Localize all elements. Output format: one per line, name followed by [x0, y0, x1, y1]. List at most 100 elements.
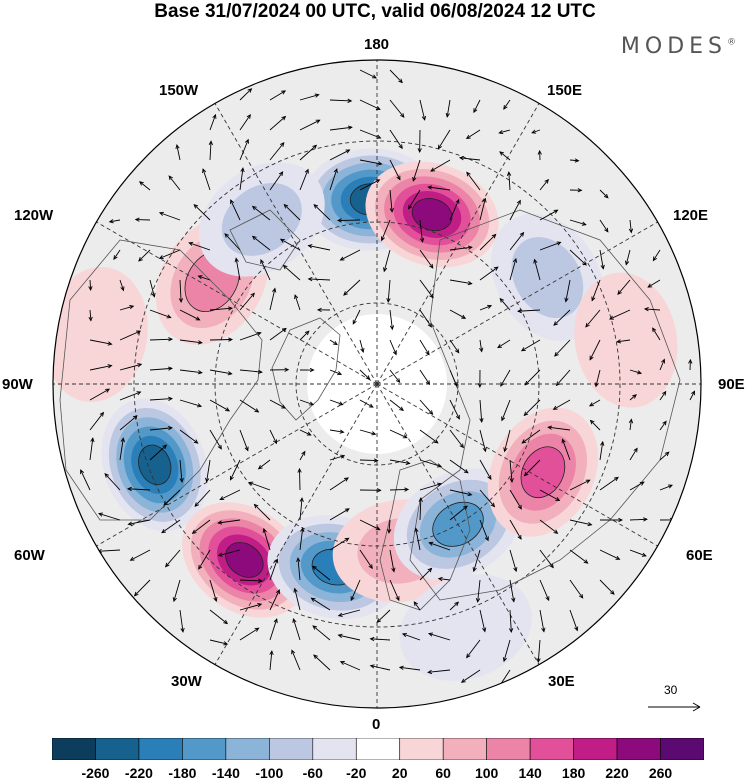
anomaly-cell [53, 266, 148, 403]
wind-arrow [499, 151, 511, 161]
wind-arrow [389, 549, 396, 573]
wind-arrow [179, 459, 184, 483]
wind-arrow [599, 579, 615, 595]
wind-arrow [129, 549, 151, 561]
brand-name: MODES [620, 34, 727, 59]
wind-arrow [329, 537, 350, 551]
coastline [379, 459, 471, 611]
wind-arrow [89, 437, 95, 461]
wind-arrow [449, 309, 467, 319]
wind-arrow [652, 249, 661, 262]
wind-arrow [205, 459, 211, 483]
wind-arrow [239, 88, 253, 101]
wind-arrow [628, 418, 634, 431]
wind-arrow [497, 339, 511, 349]
wind-arrow [659, 451, 670, 461]
wind-arrow [269, 287, 277, 311]
lon-label-30e: 30E [548, 673, 575, 690]
coastline [409, 209, 681, 601]
wind-arrow [473, 99, 481, 114]
wind-arrow [336, 218, 361, 223]
colorbar-swatch [399, 738, 444, 760]
wind-arrow [260, 259, 271, 281]
wind-arrow [329, 429, 345, 434]
wind-arrow [509, 231, 525, 251]
wind-arrow [569, 249, 587, 266]
wind-arrow [104, 473, 121, 491]
wind-arrow [509, 459, 514, 483]
wind-arrow [299, 399, 315, 406]
wind-arrow [475, 579, 481, 603]
wind-arrow [299, 119, 321, 131]
colorbar-tick-label: -100 [255, 765, 284, 781]
wind-arrow [594, 369, 601, 388]
wind-arrow [389, 309, 395, 331]
wind-arrow [539, 241, 562, 251]
colorbar-swatch [312, 738, 357, 760]
wind-arrow [408, 189, 421, 210]
wind-arrow [569, 188, 583, 193]
wind-arrow [479, 609, 487, 633]
wind-arrow [509, 519, 522, 540]
wind-arrow [629, 517, 648, 522]
wind-arrow [208, 140, 213, 161]
wind-arrow [359, 519, 381, 531]
wind-arrow [239, 603, 263, 611]
wind-arrow [179, 339, 203, 345]
wind-arrow [479, 399, 484, 423]
wind-arrow [138, 181, 151, 191]
wind-arrow [479, 459, 492, 481]
wind-arrow [299, 168, 309, 191]
wind-arrow [89, 364, 113, 371]
wind-arrow [149, 396, 173, 401]
wind-arrow [552, 399, 571, 410]
wind-arrow [239, 627, 260, 641]
lon-label-90e: 90E [718, 376, 745, 393]
wind-arrow [359, 69, 377, 79]
wind-arrow [509, 579, 516, 603]
wind-arrow [369, 664, 391, 671]
wind-arrow [269, 399, 287, 409]
wind-arrow [599, 476, 619, 491]
wind-arrow [389, 159, 401, 181]
wind-arrow [219, 489, 241, 501]
wind-arrow [599, 549, 621, 560]
wind-arrow [585, 309, 601, 328]
wind-arrow [316, 307, 331, 313]
wind-arrow [209, 399, 231, 412]
wind-arrow [389, 399, 404, 412]
colorbar-swatch [573, 738, 618, 760]
wind-arrow [359, 488, 382, 493]
wind-arrow [531, 129, 541, 134]
lon-label-180: 180 [364, 36, 390, 53]
wind-arrow [472, 549, 481, 573]
colorbar-tick-label: 60 [435, 765, 451, 781]
wind-arrow [158, 249, 181, 260]
meridian-line [214, 383, 378, 665]
wind-arrow [555, 369, 571, 387]
wind-arrow [629, 369, 643, 375]
wind-arrow [89, 388, 111, 401]
wind-arrow [209, 337, 234, 342]
wind-arrow [310, 597, 331, 611]
wind-arrow [591, 279, 601, 302]
wind-arrow [337, 633, 361, 641]
colorbar-tick-label: 180 [561, 765, 586, 781]
wind-arrow [539, 549, 554, 569]
wind-arrow [608, 309, 631, 320]
wind-arrow [251, 205, 271, 221]
wind-arrow [149, 444, 168, 461]
wind-arrow [239, 399, 260, 413]
wind-arrow [508, 609, 514, 633]
wind-arrow [299, 429, 312, 436]
wind-arrow [401, 633, 421, 641]
wind-arrow [80, 469, 91, 491]
colorbar-swatch [182, 738, 227, 760]
wind-arrow [299, 527, 305, 551]
wind-arrow [437, 576, 451, 582]
wind-arrow [191, 519, 211, 535]
wind-arrow [498, 129, 511, 135]
wind-arrow [239, 331, 262, 341]
wind-arrow [359, 339, 365, 353]
wind-arrow [389, 99, 405, 118]
